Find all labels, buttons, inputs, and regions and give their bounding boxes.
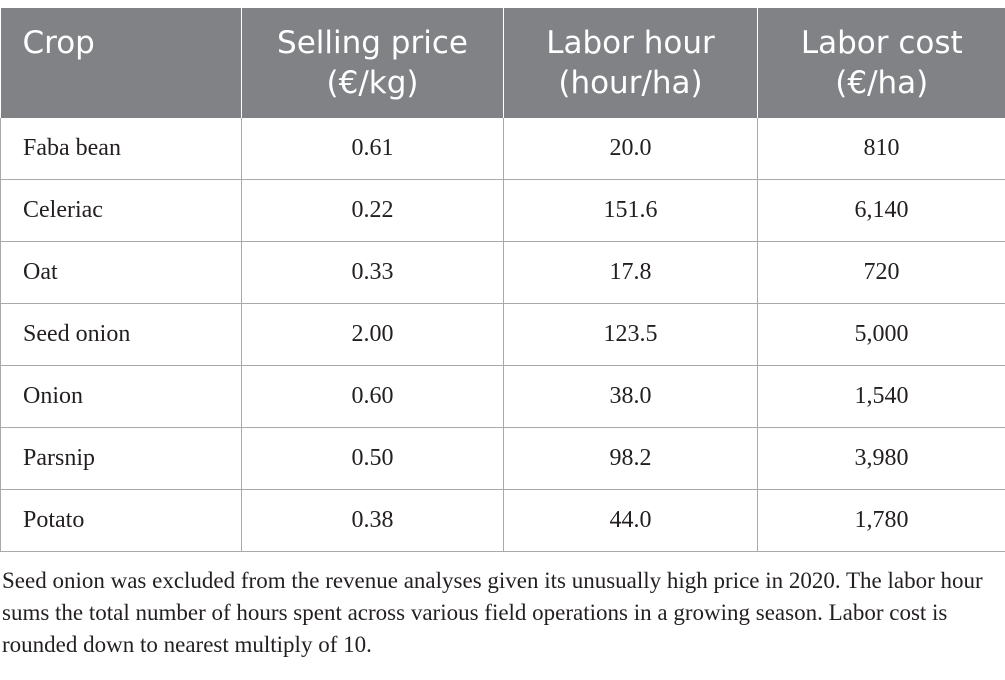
cell-labor-hour: 38.0	[503, 365, 758, 428]
cell-selling-price: 0.38	[241, 489, 504, 552]
table-row: Parsnip 0.50 98.2 3,980	[0, 427, 1005, 490]
cell-crop: Celeriac	[0, 179, 242, 242]
cell-labor-hour: 20.0	[503, 118, 758, 180]
cell-selling-price: 2.00	[241, 303, 504, 366]
table-footnote: Seed onion was excluded from the revenue…	[2, 568, 983, 657]
header-crop: Crop	[0, 8, 242, 118]
cell-labor-cost: 6,140	[757, 179, 1005, 242]
header-selling-price: Selling price (€/kg)	[241, 8, 504, 118]
cell-labor-hour: 44.0	[503, 489, 758, 552]
cell-labor-cost: 1,540	[757, 365, 1005, 428]
cell-selling-price: 0.60	[241, 365, 504, 428]
table-row: Potato 0.38 44.0 1,780	[0, 489, 1005, 552]
cell-crop: Parsnip	[0, 427, 242, 490]
cell-labor-cost: 720	[757, 241, 1005, 304]
cell-crop: Faba bean	[0, 118, 242, 180]
table-row: Onion 0.60 38.0 1,540	[0, 365, 1005, 428]
cell-labor-hour: 98.2	[503, 427, 758, 490]
cell-selling-price: 0.61	[241, 118, 504, 180]
cell-labor-hour: 123.5	[503, 303, 758, 366]
cell-labor-cost: 5,000	[757, 303, 1005, 366]
table-row: Oat 0.33 17.8 720	[0, 241, 1005, 304]
cell-crop: Oat	[0, 241, 242, 304]
cell-crop: Potato	[0, 489, 242, 552]
crop-data-table: Crop Selling price (€/kg) Labor hour (ho…	[0, 8, 1005, 552]
cell-labor-hour: 17.8	[503, 241, 758, 304]
table-row: Faba bean 0.61 20.0 810	[0, 118, 1005, 180]
cell-crop: Seed onion	[0, 303, 242, 366]
table-row: Seed onion 2.00 123.5 5,000	[0, 303, 1005, 366]
cell-labor-cost: 1,780	[757, 489, 1005, 552]
header-labor-hour: Labor hour (hour/ha)	[503, 8, 758, 118]
table-header-row: Crop Selling price (€/kg) Labor hour (ho…	[0, 8, 1005, 118]
cell-crop: Onion	[0, 365, 242, 428]
cell-selling-price: 0.33	[241, 241, 504, 304]
cell-labor-cost: 810	[757, 118, 1005, 180]
header-labor-cost: Labor cost (€/ha)	[757, 8, 1005, 118]
table-row: Celeriac 0.22 151.6 6,140	[0, 179, 1005, 242]
cell-selling-price: 0.50	[241, 427, 504, 490]
cell-labor-cost: 3,980	[757, 427, 1005, 490]
cell-selling-price: 0.22	[241, 179, 504, 242]
cell-labor-hour: 151.6	[503, 179, 758, 242]
